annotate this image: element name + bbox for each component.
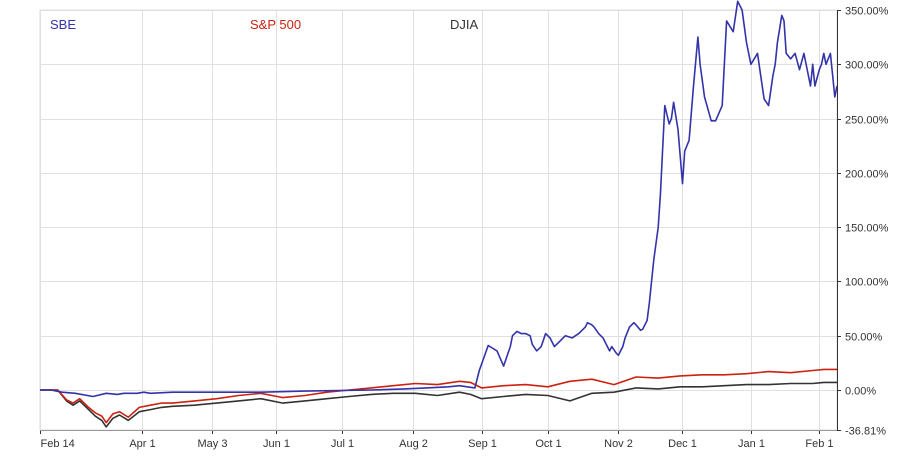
x-tick-label: Nov 2 [604,438,633,450]
y-tick-label: 0.00% [845,386,876,398]
y-tick-label: 100.00% [845,277,889,289]
legend-sp500[interactable]: S&P 500 [250,17,301,32]
series-line-djia [40,381,837,428]
y-tick-label: 350.00% [845,6,889,18]
axis-layer: 350.00% 300.00% 250.00% 200.00% 150.00% 100.0… [40,6,889,450]
x-tick-label: May 3 [198,438,228,450]
series-layer [40,0,838,428]
y-tick-label: 250.00% [845,115,889,127]
plot-frame [39,9,838,431]
x-tick-label: Jan 1 [738,438,765,450]
series-line-sbe [40,0,838,398]
x-tick-label: Sep 1 [468,438,497,450]
series-line-sp500 [40,368,837,424]
y-tick-label: -36.81% [845,426,886,438]
x-tick-label: Jun 1 [263,438,290,450]
x-tick-label: Feb 1 [805,438,833,450]
x-tick-label: Oct 1 [535,438,561,450]
legend: SBE S&P 500 DJIA [50,17,479,32]
x-tick-label: Dec 1 [668,438,697,450]
x-tick-label: Apr 1 [129,438,155,450]
y-tick-label: 50.00% [845,332,883,344]
y-tick-label: 300.00% [845,60,889,72]
legend-djia[interactable]: DJIA [450,17,479,32]
grid-layer [39,9,838,431]
x-tick-label: Feb 14 [41,438,75,450]
legend-sbe[interactable]: SBE [50,17,76,32]
y-tick-label: 200.00% [845,169,889,181]
y-tick-label: 150.00% [845,223,889,235]
x-tick-label: Jul 1 [331,438,354,450]
x-tick-label: Aug 2 [399,438,428,450]
